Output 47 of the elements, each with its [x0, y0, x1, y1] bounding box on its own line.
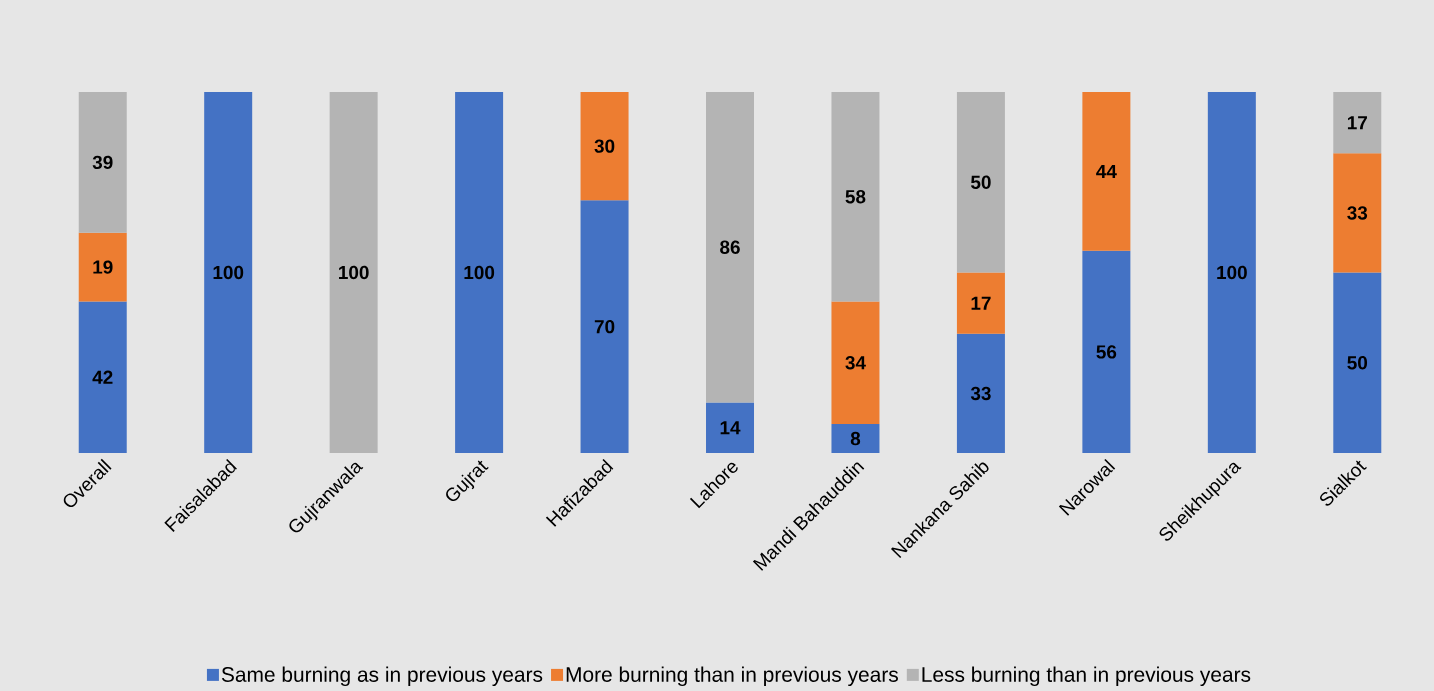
bar: [204, 92, 253, 453]
bar: [706, 402, 755, 453]
bar: [78, 232, 127, 302]
bar: [78, 92, 127, 233]
bar: [78, 301, 127, 453]
data-label: 19: [93, 260, 113, 274]
data-label: 86: [720, 240, 740, 254]
data-label: 39: [92, 155, 113, 170]
bar: [956, 92, 1005, 273]
data-label: 50: [1347, 356, 1368, 370]
legend-label: More burning than in previous years: [566, 666, 898, 687]
data-label: 58: [845, 189, 866, 204]
bar: [580, 200, 629, 453]
data-label: 17: [1347, 116, 1367, 130]
data-label: 56: [1096, 345, 1117, 359]
bar: [706, 92, 755, 403]
data-label: 33: [1347, 206, 1368, 220]
bar: [831, 92, 880, 302]
data-label: 100: [464, 265, 495, 280]
bar: [831, 424, 880, 453]
bar: [1082, 250, 1131, 453]
data-label: 50: [970, 175, 991, 189]
bar: [580, 92, 629, 201]
data-label: 14: [720, 421, 741, 435]
data-label: 44: [1096, 164, 1117, 178]
data-label: 8: [850, 431, 861, 446]
bar: [455, 92, 504, 453]
data-label: 100: [339, 265, 369, 280]
data-label: 33: [970, 386, 991, 401]
bar: [1333, 272, 1382, 453]
data-label: 42: [92, 370, 113, 384]
data-label: 100: [213, 265, 244, 280]
data-label: 30: [594, 139, 615, 153]
bar: [1082, 92, 1131, 251]
bar: [956, 333, 1005, 453]
data-label: 100: [1217, 265, 1247, 280]
data-label: 70: [594, 319, 615, 334]
legend-label: Same burning as in previous years: [221, 666, 543, 687]
bar: [831, 301, 880, 425]
data-label: 34: [845, 356, 866, 370]
bar: [1333, 92, 1382, 154]
bar: [1333, 153, 1382, 273]
data-label: 17: [971, 296, 991, 310]
bar: [956, 272, 1005, 334]
bar: [1207, 92, 1256, 453]
bar: [329, 92, 378, 453]
legend-label: Less burning than in previous years: [922, 666, 1251, 687]
